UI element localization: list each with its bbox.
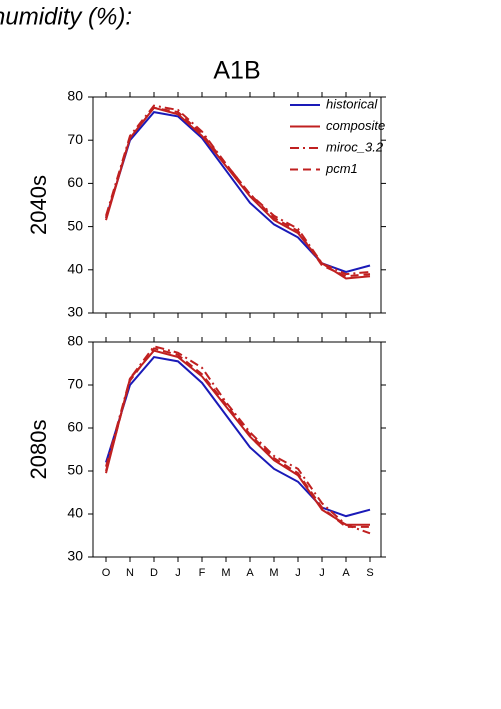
y-tick-label: 40 (67, 505, 83, 521)
y-tick-label: 70 (67, 131, 83, 147)
legend-label: miroc_3.2 (326, 139, 384, 154)
header-text: humidity (%): (0, 3, 132, 30)
series-line (105, 106, 371, 278)
x-tick-label: D (150, 567, 158, 579)
y-tick-label: 70 (67, 376, 83, 392)
legend-label: historical (326, 96, 378, 111)
series-line (105, 345, 371, 535)
chart-title: A1B (213, 57, 260, 85)
x-tick-label: J (175, 567, 181, 579)
x-tick-label: N (126, 567, 134, 579)
y-tick-label: 30 (67, 304, 83, 320)
y-tick-label: 60 (67, 419, 83, 435)
x-tick-label: J (319, 567, 325, 579)
series-line (105, 111, 371, 274)
x-tick-label: J (295, 567, 301, 579)
plot-frame (92, 341, 382, 558)
series-line (105, 349, 370, 526)
y-axis-label: 2080s (26, 420, 51, 480)
series-line (105, 104, 371, 276)
series-line (105, 355, 371, 518)
y-tick-label: 50 (67, 217, 83, 233)
y-tick-label: 50 (67, 462, 83, 478)
y-tick-label: 60 (67, 174, 83, 190)
x-tick-label: A (342, 567, 350, 579)
x-tick-label: O (102, 567, 111, 579)
x-tick-label: M (221, 567, 230, 579)
series-line (105, 347, 370, 528)
y-tick-label: 30 (67, 548, 83, 564)
x-tick-label: F (199, 567, 206, 579)
legend-label: pcm1 (325, 161, 358, 176)
x-tick-label: S (366, 567, 373, 579)
legend-label: composite (326, 118, 385, 133)
x-tick-label: M (269, 567, 278, 579)
y-tick-label: 40 (67, 261, 83, 277)
x-tick-label: A (246, 567, 254, 579)
y-axis-label: 2040s (26, 175, 51, 235)
series-line (105, 106, 371, 280)
plot-frame (92, 96, 382, 314)
y-tick-label: 80 (67, 88, 83, 104)
y-tick-label: 80 (67, 333, 83, 349)
